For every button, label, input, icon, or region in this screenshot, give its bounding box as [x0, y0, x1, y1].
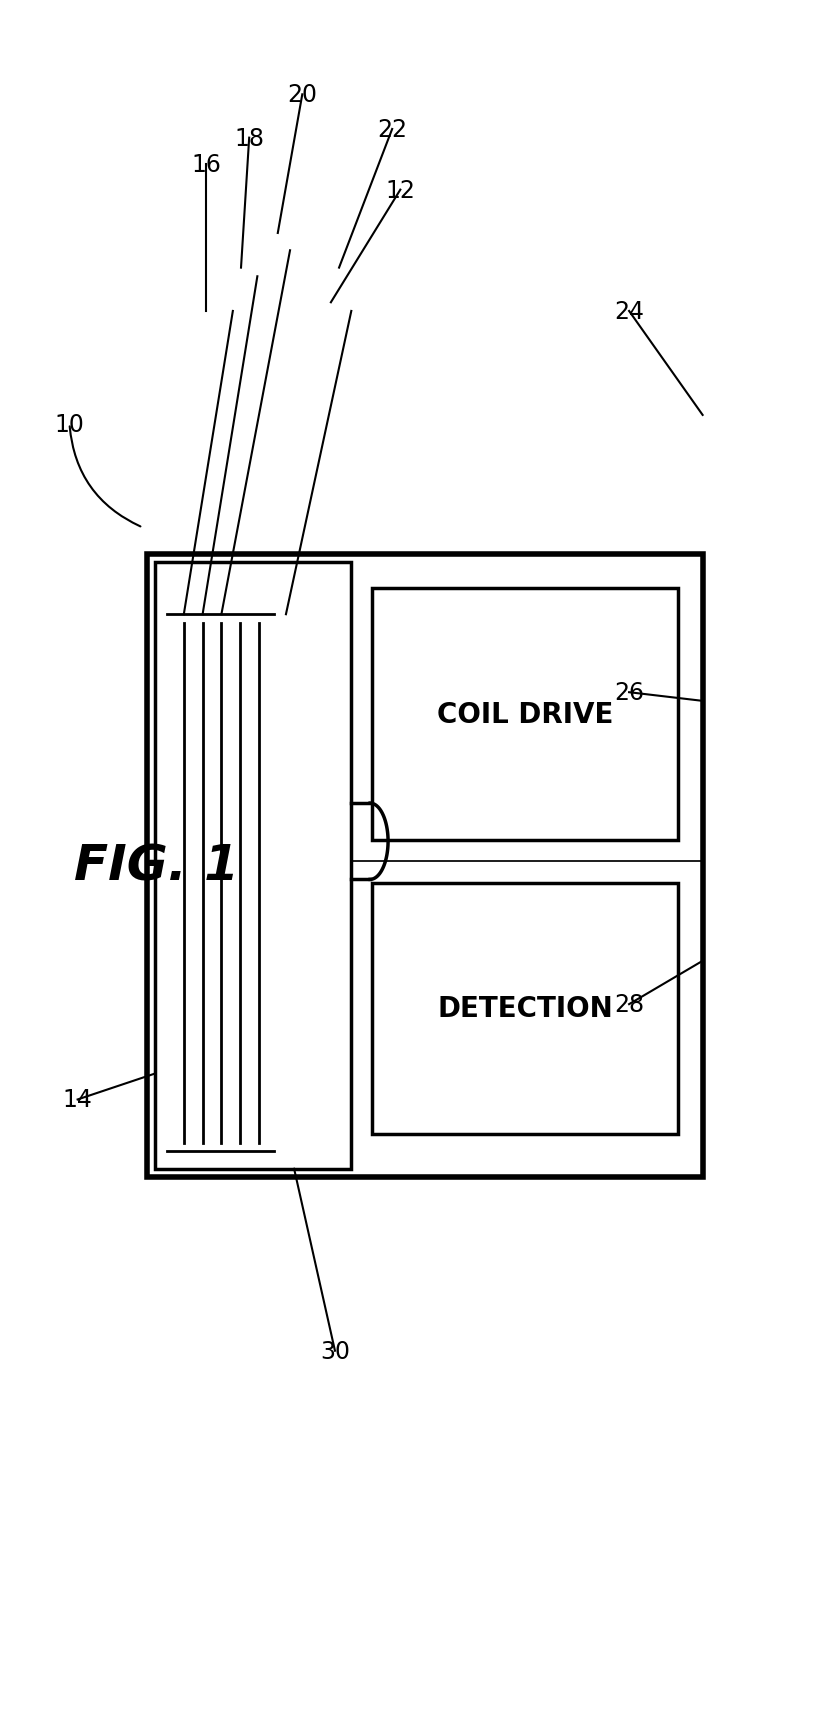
Text: 16: 16: [191, 152, 221, 177]
Text: 20: 20: [288, 83, 317, 107]
Bar: [372, 589, 678, 840]
Bar: [372, 883, 678, 1134]
Text: 12: 12: [386, 178, 415, 203]
Text: 10: 10: [55, 412, 84, 436]
Bar: [155, 563, 351, 1169]
Text: 30: 30: [320, 1339, 350, 1363]
Text: 18: 18: [234, 126, 264, 151]
Text: 26: 26: [614, 681, 644, 705]
Text: 14: 14: [63, 1088, 92, 1112]
Text: 28: 28: [614, 992, 644, 1017]
Text: FIG. 1: FIG. 1: [74, 842, 239, 890]
Text: DETECTION: DETECTION: [437, 994, 613, 1024]
Text: COIL DRIVE: COIL DRIVE: [437, 700, 613, 729]
Text: 22: 22: [377, 118, 407, 142]
Text: 24: 24: [614, 300, 644, 324]
Bar: [147, 554, 703, 1178]
